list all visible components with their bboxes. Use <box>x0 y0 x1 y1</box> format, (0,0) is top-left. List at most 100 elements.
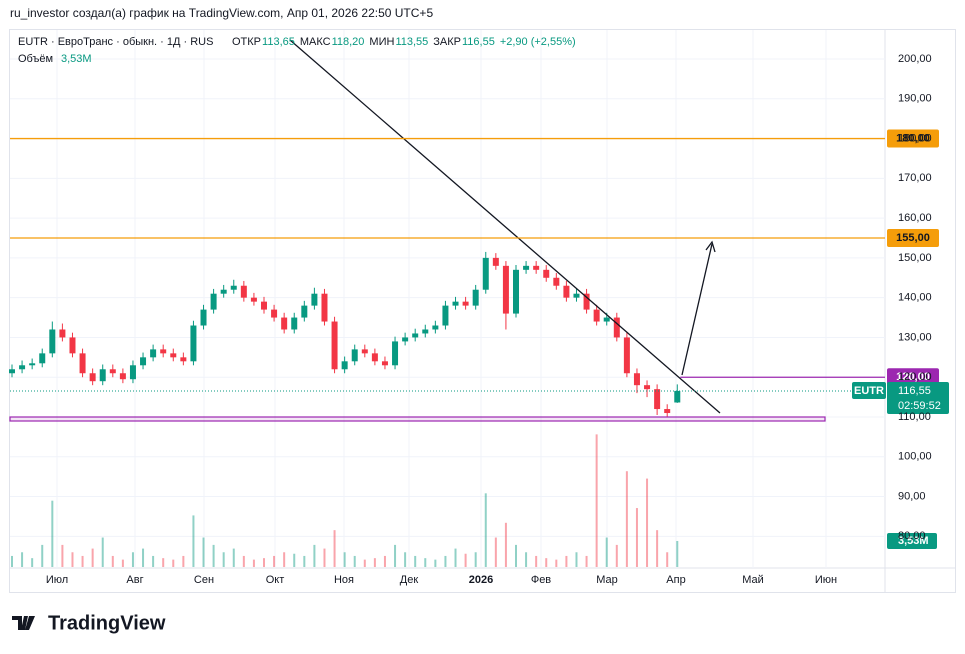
x-tick-label: Авг <box>126 574 143 586</box>
volume-bar <box>232 548 235 567</box>
volume-bar <box>61 544 64 567</box>
candle-body <box>432 325 439 330</box>
volume-bar <box>263 558 265 567</box>
candle-body <box>321 293 328 322</box>
candle-body <box>210 293 217 310</box>
volume-bar <box>152 555 155 567</box>
candle-body <box>593 309 600 322</box>
candle-body <box>462 301 469 306</box>
volume-bar <box>222 552 225 567</box>
price-label: 116,55 <box>898 385 931 397</box>
volume-bar <box>303 555 306 567</box>
candle-body <box>654 389 661 410</box>
y-tick-label: 180,00 <box>898 132 932 144</box>
x-tick-label: 2026 <box>469 574 493 586</box>
candle-body <box>140 357 147 366</box>
support-zone <box>9 416 826 422</box>
volume-bars <box>11 434 679 567</box>
volume-bar <box>504 522 507 567</box>
volume-bar <box>202 537 205 567</box>
candle-body <box>351 349 358 362</box>
candle-body <box>29 363 36 366</box>
candles <box>9 251 681 417</box>
price-badge <box>887 381 949 414</box>
footer-logo: TradingView <box>12 612 166 634</box>
volume-bar <box>323 548 326 567</box>
candle-body <box>402 337 409 342</box>
x-tick-label: Апр <box>666 574 685 586</box>
candle-body <box>230 285 237 290</box>
candle-body <box>543 269 550 278</box>
attribution: ru_investor создал(а) график на TradingV… <box>10 6 433 20</box>
legend-field-name: МИН <box>369 36 394 48</box>
volume-bar <box>101 537 104 567</box>
candle-body <box>109 369 116 374</box>
volume-bar <box>293 553 296 567</box>
level-label: 155,00 <box>896 232 930 244</box>
candle-body <box>79 353 86 374</box>
candle-body <box>492 257 499 266</box>
legend-field-value: 113,55 <box>395 36 428 48</box>
volume-bar <box>434 559 437 567</box>
volume-bar <box>565 555 568 567</box>
x-tick-label: Сен <box>194 574 214 586</box>
legend-field-value: 113,65 <box>262 36 295 48</box>
y-tick-label: 190,00 <box>898 93 932 105</box>
volume-badge <box>887 532 937 549</box>
volume-bar <box>646 478 649 567</box>
candle-body <box>261 301 267 310</box>
volume-bar <box>111 555 114 567</box>
candle-body <box>644 385 651 390</box>
volume-bar <box>515 544 517 567</box>
x-tick-label: Июл <box>46 574 68 586</box>
overlays: 180,00 155,00 120,00 EUTR 116,55 02:59:52 3,53… <box>10 129 949 549</box>
y-tick-label: 110,00 <box>898 411 931 423</box>
candle-body <box>150 349 157 358</box>
y-tick-label: 100,00 <box>898 451 932 463</box>
y-tick-label: 160,00 <box>898 212 932 224</box>
volume-bar <box>81 555 84 567</box>
candle-body <box>9 369 15 374</box>
candle-body <box>220 289 227 294</box>
volume-bar <box>424 558 427 567</box>
level-badge <box>887 368 939 387</box>
candle-body <box>392 341 399 366</box>
level-badge <box>887 229 939 247</box>
legend-change: +2,90 (+2,55%) <box>500 36 576 48</box>
candle-body <box>160 349 167 354</box>
x-tick-label: Окт <box>266 574 285 586</box>
y-tick-label: 80,00 <box>898 530 926 542</box>
volume-bar <box>333 530 336 567</box>
candle-body <box>89 373 96 382</box>
volume-bar <box>414 555 417 567</box>
candle-body <box>190 325 197 362</box>
x-tick-label: Июн <box>815 574 837 586</box>
candle-body <box>452 301 459 306</box>
candle-body <box>573 293 580 298</box>
y-tick-label: 120,00 <box>898 371 932 383</box>
volume-bar <box>525 552 528 567</box>
x-tick-label: Дек <box>400 574 419 586</box>
legend-field-value: 116,55 <box>462 36 495 48</box>
arrow-line <box>681 243 713 376</box>
candle-body <box>240 285 247 298</box>
volume-bar <box>182 555 185 567</box>
candle-body <box>281 317 288 330</box>
x-tick-label: Мар <box>596 574 618 586</box>
y-tick-label: 150,00 <box>898 252 932 264</box>
candle-body <box>19 365 26 370</box>
volume-bar <box>545 558 548 567</box>
volume-bar <box>625 471 628 567</box>
y-tick-label: 130,00 <box>898 331 932 343</box>
volume-bar <box>31 558 34 567</box>
candle-body <box>523 265 530 270</box>
x-tick-label: Фев <box>531 574 551 586</box>
volume-bar <box>484 493 487 567</box>
candle-body <box>49 329 56 354</box>
level-label: 180,00 <box>896 132 930 144</box>
x-tick-label: Ноя <box>334 574 354 586</box>
volume-bar <box>383 555 386 567</box>
volume-bar <box>242 555 245 567</box>
volume-bar <box>656 530 659 567</box>
candle-body <box>200 309 207 326</box>
